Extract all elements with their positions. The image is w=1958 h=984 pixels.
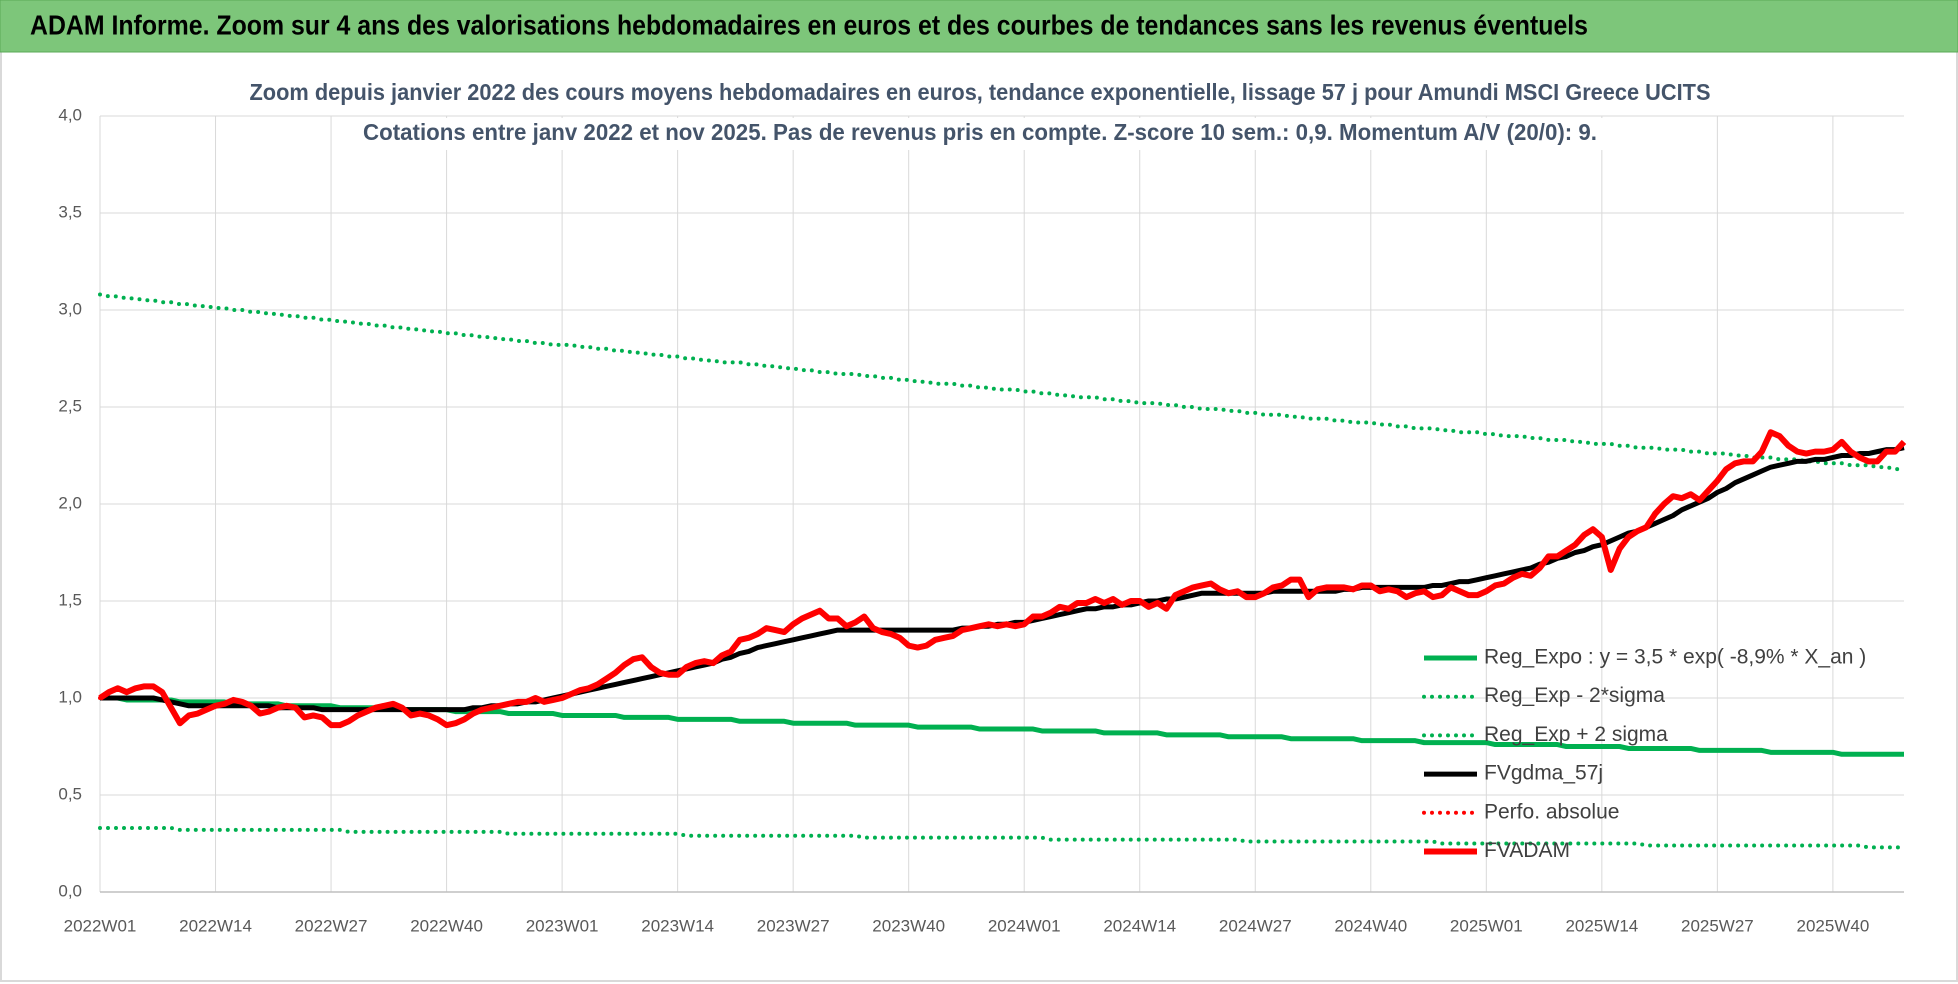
x-tick-label: 2023W27: [757, 916, 830, 935]
y-tick-label: 0,5: [58, 784, 82, 803]
chart-title: Zoom depuis janvier 2022 des cours moyen…: [250, 79, 1711, 105]
x-tick-label: 2025W40: [1797, 916, 1870, 935]
x-tick-label: 2023W14: [641, 916, 714, 935]
y-tick-label: 2,0: [58, 493, 82, 512]
legend-label: FVgdma_57j: [1484, 762, 1603, 785]
x-tick-label: 2022W27: [295, 916, 368, 935]
y-tick-label: 1,0: [58, 687, 82, 706]
title-backing: [357, 118, 1603, 150]
x-tick-label: 2024W27: [1219, 916, 1292, 935]
x-tick-label: 2024W01: [988, 916, 1061, 935]
plot-area: 0,0 0,5 1,0 1,5 2,0 2,5 3,0 3,5 4,0 2022W01 2022W1…: [58, 78, 1907, 935]
header-title: ADAM Informe. Zoom sur 4 ans des valoris…: [30, 9, 1588, 40]
legend-label: Reg_Expo : y = 3,5 * exp( -8,9% * X_an ): [1484, 646, 1866, 669]
x-tick-label: 2022W01: [64, 916, 137, 935]
y-tick-label: 3,5: [58, 202, 82, 221]
title-backing: [243, 78, 1717, 110]
y-tick-label: 2,5: [58, 396, 82, 415]
x-tick-label: 2022W40: [410, 916, 483, 935]
y-tick-label: 4,0: [58, 105, 82, 124]
series-line: [98, 292, 1906, 472]
x-tick-label: 2025W01: [1450, 916, 1523, 935]
x-tick-label: 2025W14: [1565, 916, 1638, 935]
legend-label: Reg_Exp - 2*sigma: [1484, 684, 1665, 707]
x-tick-label: 2025W27: [1681, 916, 1754, 935]
header-bar: [0, 0, 1958, 53]
legend-label: Perfo. absolue: [1484, 800, 1619, 823]
y-tick-label: 3,0: [58, 299, 82, 318]
chart-subtitle: Cotations entre janv 2022 et nov 2025. P…: [363, 119, 1597, 145]
y-tick-label: 0,0: [58, 881, 82, 900]
series-line: [98, 429, 1907, 729]
x-tick-label: 2024W14: [1103, 916, 1176, 935]
x-tick-label: 2023W01: [526, 916, 599, 935]
x-tick-label: 2024W40: [1334, 916, 1407, 935]
legend-label: Reg_Exp + 2 sigma: [1484, 723, 1668, 746]
y-tick-label: 1,5: [58, 590, 82, 609]
series-line: [98, 825, 1906, 850]
x-tick-label: 2023W40: [872, 916, 945, 935]
legend-label: FVADAM: [1484, 839, 1570, 862]
x-tick-label: 2022W14: [179, 916, 252, 935]
